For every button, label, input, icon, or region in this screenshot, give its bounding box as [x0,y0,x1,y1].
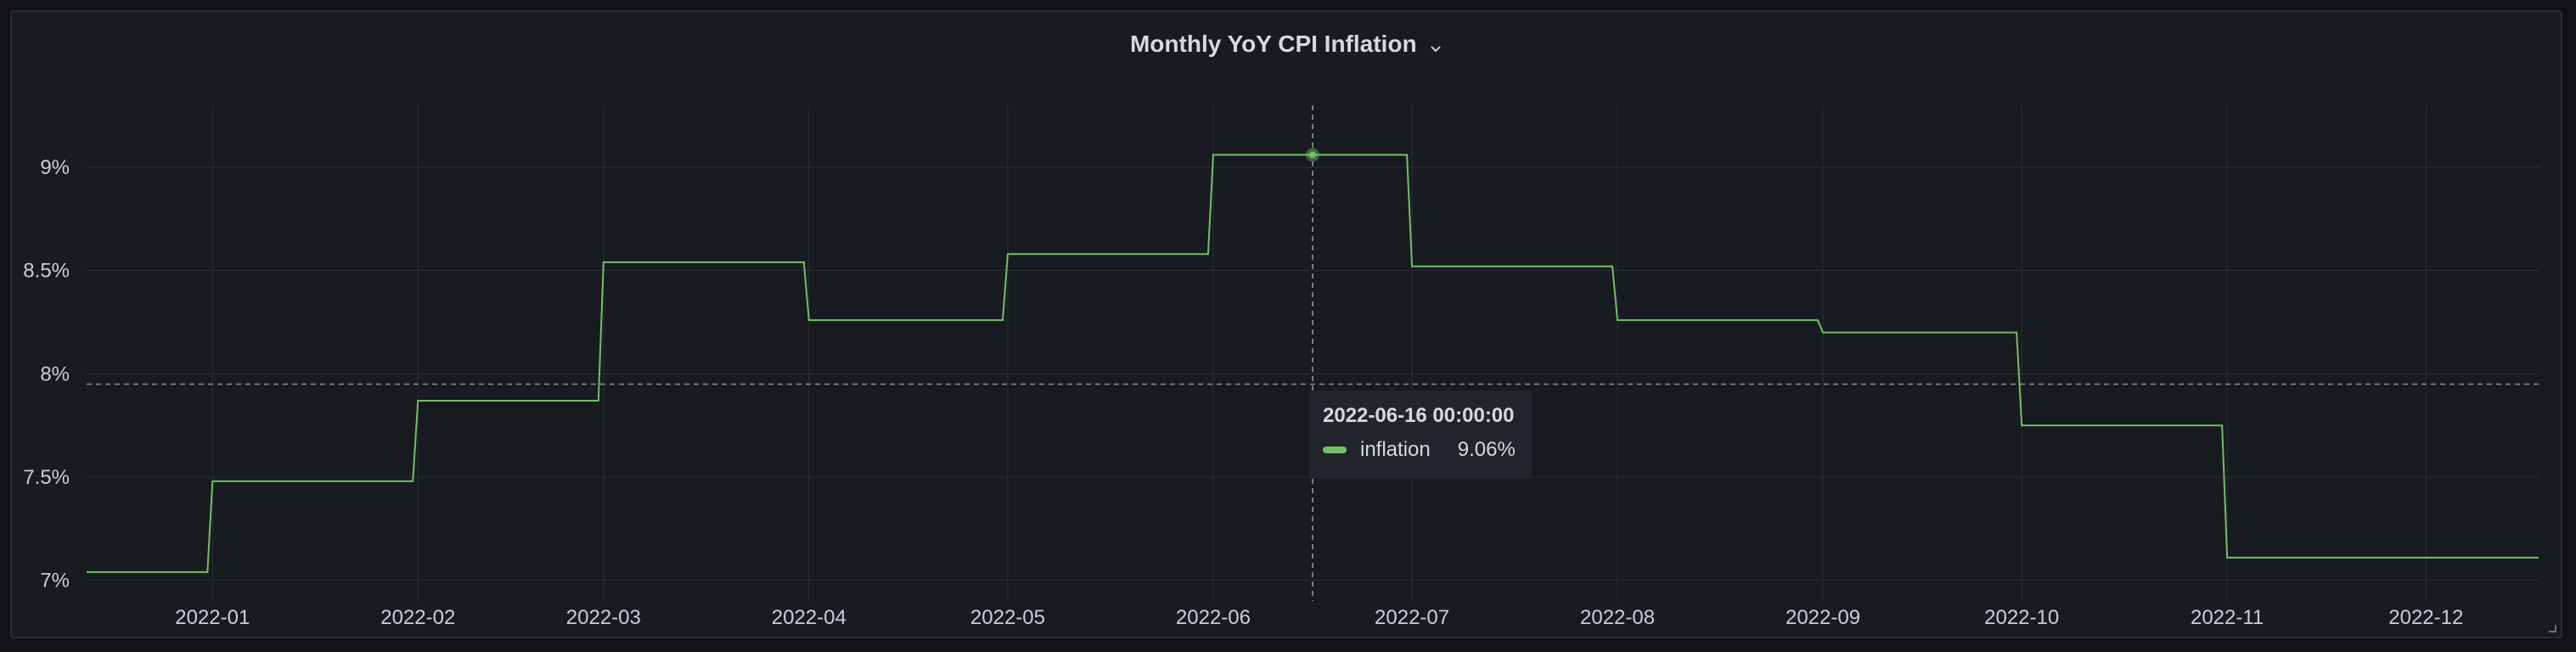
x-tick-label: 2022-01 [175,606,250,629]
chart-plot[interactable]: 7%7.5%8%8.5%9% 2022-01 2022-02 2022-03 2022… [12,12,2561,637]
tooltip-row: inflation 9.06% [1323,438,1518,462]
y-tick-label: 7.5% [23,466,70,489]
x-tick-label: 2022-02 [380,606,455,629]
panel-header[interactable]: Monthly YoY CPI Inflation [12,31,2561,58]
chevron-down-icon[interactable] [1429,42,1443,55]
x-tick-label: 2022-04 [772,606,846,629]
tooltip-time: 2022-06-16 00:00:00 [1323,404,1515,427]
tooltip-series-name: inflation [1360,438,1431,461]
x-tick-label: 2022-03 [566,606,641,629]
chart-panel: Monthly YoY CPI Inflation 7% 7.5% 8% 8.5% 9%… [10,10,2562,638]
x-tick-label: 2022-09 [1786,606,1860,629]
series-line-inflation [87,154,2539,573]
resize-handle-icon[interactable] [2545,621,2557,633]
y-tick-label: 9% [40,156,70,179]
tooltip-series-swatch [1323,447,1347,453]
x-tick-label: 2022-05 [970,606,1045,629]
y-tick-label: 7% [40,570,70,593]
y-tick-label: 8.5% [23,260,70,283]
x-tick-label: 2022-06 [1176,606,1251,629]
y-axis: 7% 7.5% 8% 8.5% 9% [23,156,70,593]
x-axis: 2022-01 2022-02 2022-03 2022-04 2022-05 2022-… [175,606,2463,629]
crosshair-layer [1306,105,1319,601]
x-tick-label: 2022-10 [1984,606,2059,629]
y-tick-label: 8% [40,363,70,385]
hover-point [1309,151,1316,159]
x-tick-label: 2022-07 [1375,606,1449,629]
panel-title[interactable]: Monthly YoY CPI Inflation [1129,31,1417,57]
x-tick-label: 2022-12 [2388,606,2463,629]
tooltip-value: 9.06% [1457,438,1516,461]
series-layer [87,154,2539,573]
x-tick-label: 2022-11 [2191,606,2264,629]
x-tick-label: 2022-08 [1580,606,1655,629]
tooltip: 2022-06-16 00:00:00 inflation 9.06% [1309,391,1532,479]
